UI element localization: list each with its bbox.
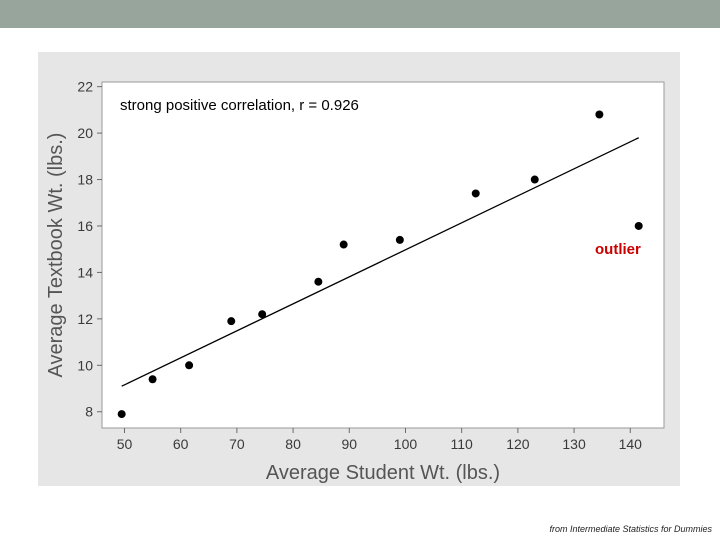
data-point [148,375,157,384]
points-layer [117,110,643,419]
data-point [339,240,348,249]
source-citation: from Intermediate Statistics for Dummies [549,524,712,534]
data-point [258,310,267,319]
y-tick-label: 16 [77,218,93,234]
scatter-figure: 50 60 70 80 90 100 110 120 130 140 8 10 12 14 16 18 20 22… [38,52,680,486]
x-tick-label: 90 [341,436,357,452]
data-point [395,235,404,244]
data-point [227,317,236,326]
y-tick-label: 20 [77,125,93,141]
annotation-correlation: strong positive correlation, r = 0.926 [120,97,359,114]
x-tick-label: 120 [506,436,530,452]
ticks-layer: 50 60 70 80 90 100 110 120 130 140 8 10 12 14 16 18 20 22 [77,79,642,452]
x-tick-label: 140 [619,436,643,452]
data-point [530,175,539,184]
y-tick-label: 10 [77,357,93,373]
x-tick-label: 100 [394,436,418,452]
data-point [185,361,194,370]
annotation-outlier: outlier [595,241,641,258]
x-axis-label: Average Student Wt. (lbs.) [266,462,500,484]
top-bar [0,0,720,28]
x-tick-label: 130 [562,436,586,452]
data-point [471,189,480,198]
y-axis-label: Average Textbook Wt. (lbs.) [45,133,67,378]
data-point [595,110,604,119]
plot-area [101,81,665,429]
x-tick-label: 70 [229,436,245,452]
y-tick-label: 14 [77,264,93,280]
regression-line [121,137,639,387]
y-tick-label: 22 [77,79,93,95]
scatter-chart: 50 60 70 80 90 100 110 120 130 140 8 10 12 14 16 18 20 22… [45,79,665,484]
data-point [314,277,323,286]
data-point [634,221,643,230]
x-tick-label: 80 [285,436,301,452]
y-tick-label: 8 [85,404,93,420]
x-tick-label: 110 [451,436,474,452]
y-tick-label: 18 [77,172,93,188]
data-point [117,410,126,419]
y-tick-label: 12 [77,311,93,327]
x-tick-label: 50 [117,436,133,452]
x-tick-label: 60 [173,436,189,452]
